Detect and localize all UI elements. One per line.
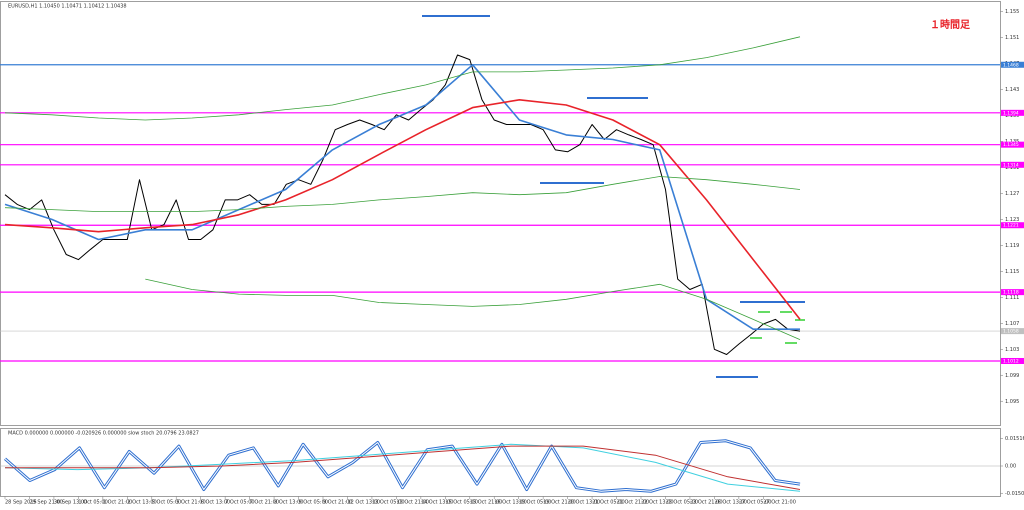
x-tick-label: 29 Sep 21:00	[29, 500, 62, 506]
level-label: 1.1468	[1003, 62, 1019, 68]
x-tick-label: 15 Oct 21:00	[470, 500, 503, 506]
x-tick-label: 1 Oct 21:00	[103, 500, 132, 506]
y-tick-label: 1.107	[1005, 321, 1019, 327]
y-tick-label: 1.151	[1005, 35, 1019, 41]
x-tick-label: 13 Oct 05:00	[372, 500, 405, 506]
series-line	[4, 36, 801, 121]
x-tick-label: 23 Oct 05:00	[665, 500, 698, 506]
y-tick-label: 1.123	[1005, 217, 1019, 223]
x-tick-label: 20 Oct 13:00	[568, 500, 601, 506]
x-tick-label: 5 Oct 05:00	[152, 500, 181, 506]
series-line	[4, 54, 801, 355]
x-tick-label: 27 Oct 05:00	[739, 500, 772, 506]
level-label: 1.1221	[1003, 223, 1019, 229]
level-tag	[1001, 222, 1024, 229]
y-tick-label: 1.111	[1005, 295, 1019, 301]
series-line	[4, 64, 800, 330]
level-tag	[1001, 289, 1024, 296]
x-tick-label: 14 Oct 13:00	[421, 500, 454, 506]
y-tick-label: 1.103	[1005, 347, 1019, 353]
series-line	[4, 176, 801, 212]
y-tick-label: -0.015092	[1005, 491, 1024, 497]
series-line	[145, 278, 801, 340]
level-tag	[1001, 141, 1024, 148]
level-label: 1.1314	[1003, 162, 1019, 168]
y-tick-label: 1.127	[1005, 191, 1019, 197]
level-tag	[1001, 357, 1024, 364]
level-tag	[1001, 61, 1024, 68]
y-tick-label: 1.095	[1005, 399, 1019, 405]
level-tag	[1001, 109, 1024, 116]
y-tick-label: 1.115	[1005, 269, 1019, 275]
indicator-title: MACD 0.000000 0.000000 -0.020926 0.00000…	[8, 431, 199, 437]
level-tag	[1001, 161, 1024, 168]
level-label: 1.1118	[1003, 290, 1019, 296]
x-tick-label: 16 Oct 13:00	[494, 500, 527, 506]
y-tick-label: 0.015160	[1005, 436, 1024, 442]
y-tick-label: 1.119	[1005, 243, 1019, 249]
x-tick-label: 9 Oct 05:00	[299, 500, 328, 506]
x-tick-label: 21 Oct 21:00	[617, 500, 650, 506]
x-tick-label: 9 Oct 21:00	[323, 500, 352, 506]
x-tick-label: 27 Oct 21:00	[763, 500, 796, 506]
x-tick-label: 23 Oct 21:00	[690, 500, 723, 506]
y-tick-label: 1.143	[1005, 87, 1019, 93]
x-tick-label: 8 Oct 13:00	[274, 500, 303, 506]
level-label: 1.1058	[1003, 329, 1019, 335]
stop-marks	[750, 311, 805, 344]
y-tick-label: 1.099	[1005, 373, 1019, 379]
x-tick-label: 26 Oct 13:00	[714, 500, 747, 506]
series-line	[5, 445, 801, 490]
chart-title: EURUSD,H1 1.10450 1.10471 1.10412 1.1043…	[8, 4, 127, 10]
level-segments	[422, 15, 805, 378]
x-tick-label: 21 Oct 05:00	[592, 500, 625, 506]
x-tick-label: 19 Oct 05:00	[519, 500, 552, 506]
series-line-inner	[4, 440, 801, 492]
y-tick-label: 0.00	[1005, 464, 1016, 470]
x-tick-label: 30 Sep 13:00	[54, 500, 87, 506]
x-tick-label: 1 Oct 05:00	[78, 500, 107, 506]
x-tick-label: 7 Oct 05:00	[225, 500, 254, 506]
x-tick-label: 7 Oct 21:00	[250, 500, 279, 506]
indicator-frame	[0, 428, 1001, 497]
y-tick-label: 1.131	[1005, 165, 1019, 171]
level-label: 1.1345	[1003, 142, 1019, 148]
y-tick-label: 1.155	[1005, 9, 1019, 15]
x-tick-label: 2 Oct 13:00	[127, 500, 156, 506]
x-tick-label: 28 Sep 2015	[5, 500, 37, 506]
timeframe-label: １時間足	[930, 18, 971, 31]
x-tick-label: 6 Oct 13:00	[201, 500, 230, 506]
x-tick-label: 13 Oct 21:00	[396, 500, 429, 506]
level-label: 1.1012	[1003, 358, 1019, 364]
x-tick-label: 5 Oct 21:00	[176, 500, 205, 506]
level-label: 1.1394	[1003, 110, 1019, 116]
y-tick-label: 1.139	[1005, 113, 1019, 119]
series-line	[4, 99, 801, 320]
level-tag	[1001, 328, 1024, 335]
x-tick-label: 12 Oct 13:00	[347, 500, 380, 506]
x-tick-label: 15 Oct 05:00	[445, 500, 478, 506]
x-tick-label: 22 Oct 13:00	[641, 500, 674, 506]
x-tick-label: 19 Oct 21:00	[543, 500, 576, 506]
main-frame	[0, 1, 1001, 426]
